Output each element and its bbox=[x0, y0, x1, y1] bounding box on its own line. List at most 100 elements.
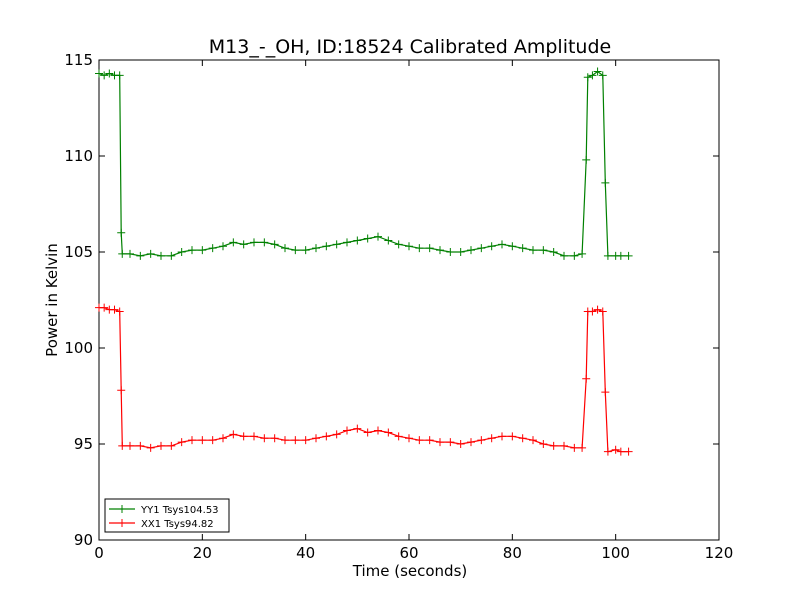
data-point bbox=[188, 246, 196, 255]
data-point bbox=[115, 71, 124, 80]
data-point bbox=[281, 436, 289, 445]
data-point bbox=[593, 67, 602, 76]
data-point bbox=[188, 436, 196, 445]
data-point bbox=[105, 69, 114, 78]
data-point bbox=[582, 374, 591, 383]
data-point bbox=[126, 249, 134, 258]
data-point bbox=[598, 307, 607, 316]
data-point bbox=[394, 240, 403, 249]
series-1 bbox=[95, 303, 633, 456]
data-point bbox=[146, 249, 155, 258]
data-point bbox=[167, 251, 176, 260]
data-point bbox=[322, 242, 331, 251]
data-point bbox=[363, 428, 372, 437]
data-point bbox=[616, 447, 625, 456]
data-point bbox=[477, 436, 486, 445]
data-point bbox=[624, 251, 633, 260]
data-point bbox=[374, 426, 382, 435]
series-0 bbox=[95, 67, 633, 260]
data-point bbox=[539, 440, 548, 448]
data-point bbox=[593, 305, 602, 314]
data-point bbox=[136, 251, 145, 260]
data-point bbox=[498, 240, 506, 249]
data-point bbox=[250, 432, 258, 441]
y-tick-label: 115 bbox=[64, 51, 93, 69]
data-point bbox=[570, 443, 579, 452]
series-layer bbox=[95, 67, 633, 456]
data-point bbox=[239, 240, 248, 249]
data-point bbox=[560, 441, 568, 450]
data-point bbox=[436, 438, 444, 447]
data-point bbox=[146, 443, 155, 452]
data-point bbox=[570, 251, 579, 260]
data-point bbox=[539, 246, 548, 255]
data-point bbox=[219, 242, 227, 251]
data-point bbox=[219, 434, 227, 443]
data-point bbox=[425, 436, 434, 445]
data-point bbox=[436, 246, 444, 255]
data-point bbox=[118, 249, 127, 258]
data-point bbox=[508, 242, 517, 251]
y-tick-label: 110 bbox=[64, 147, 93, 165]
x-tick-label: 80 bbox=[503, 544, 522, 562]
data-point bbox=[560, 251, 568, 260]
plot-area bbox=[98, 59, 720, 541]
data-point bbox=[611, 445, 620, 454]
data-point bbox=[343, 238, 351, 247]
data-point bbox=[177, 438, 186, 447]
data-point bbox=[456, 248, 465, 256]
data-point bbox=[177, 248, 186, 256]
data-point bbox=[588, 307, 597, 316]
data-point bbox=[260, 238, 269, 247]
data-point bbox=[270, 434, 279, 443]
data-point bbox=[549, 441, 558, 450]
data-point bbox=[456, 440, 465, 448]
data-point bbox=[624, 447, 633, 456]
data-point bbox=[115, 307, 124, 316]
data-point bbox=[312, 244, 320, 253]
data-point bbox=[518, 434, 527, 443]
y-axis-label: Power in Kelvin bbox=[43, 243, 61, 357]
data-point bbox=[467, 438, 475, 447]
axis-ticks: 0 20 40 60 80 100 120 90 95 100 105 110 115 bbox=[64, 51, 733, 562]
data-point bbox=[583, 73, 592, 82]
data-point bbox=[384, 428, 393, 437]
data-point bbox=[549, 248, 558, 256]
data-point bbox=[167, 441, 176, 450]
data-point bbox=[291, 436, 300, 445]
data-point bbox=[208, 244, 217, 253]
data-point bbox=[270, 240, 279, 249]
data-point bbox=[601, 178, 610, 187]
data-point bbox=[110, 305, 119, 314]
data-point bbox=[603, 447, 612, 456]
data-point bbox=[588, 71, 597, 80]
x-tick-label: 100 bbox=[601, 544, 630, 562]
data-point bbox=[100, 71, 109, 80]
x-tick-label: 0 bbox=[94, 544, 104, 562]
data-point bbox=[384, 236, 393, 245]
data-point bbox=[498, 432, 506, 441]
data-point bbox=[446, 438, 455, 447]
data-point bbox=[157, 251, 165, 260]
y-tick-label: 100 bbox=[64, 339, 93, 357]
legend-label: YY1 Tsys104.53 bbox=[140, 505, 219, 516]
data-point bbox=[312, 434, 320, 443]
data-point bbox=[518, 244, 527, 253]
data-point bbox=[343, 426, 351, 435]
x-tick-label: 40 bbox=[296, 544, 315, 562]
legend-box bbox=[104, 498, 230, 533]
x-tick-label: 20 bbox=[193, 544, 212, 562]
x-tick-label: 60 bbox=[399, 544, 418, 562]
x-tick-label: 120 bbox=[705, 544, 734, 562]
data-point bbox=[198, 436, 207, 445]
data-point bbox=[100, 303, 109, 312]
data-point bbox=[301, 436, 310, 445]
data-point bbox=[117, 228, 126, 237]
data-point bbox=[260, 434, 269, 443]
data-point bbox=[353, 236, 362, 245]
data-point bbox=[405, 242, 413, 251]
data-point bbox=[582, 155, 591, 164]
data-point bbox=[374, 232, 382, 241]
data-point bbox=[95, 69, 103, 78]
